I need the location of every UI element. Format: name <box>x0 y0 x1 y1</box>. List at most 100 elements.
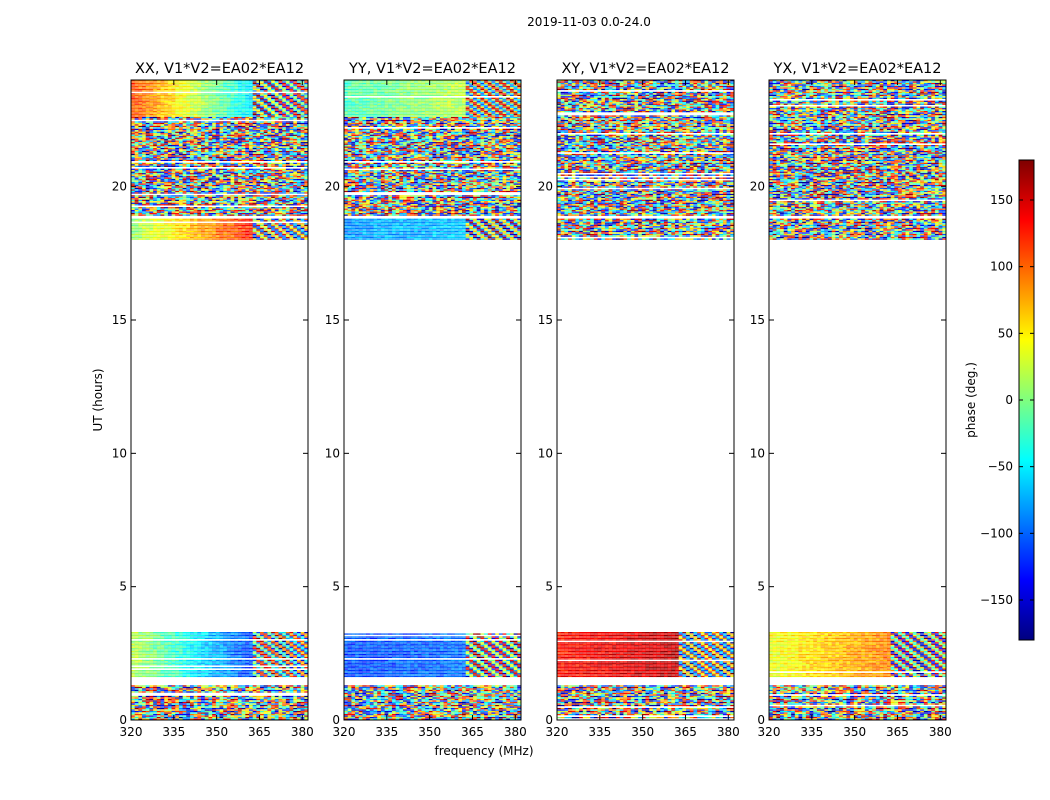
phase-cell <box>160 716 165 719</box>
phase-cell <box>267 688 272 690</box>
phase-cell <box>230 186 235 188</box>
phase-cell <box>263 158 268 160</box>
phase-cell <box>300 636 305 638</box>
phase-cell <box>278 218 283 220</box>
phase-cell <box>296 698 302 701</box>
phase-cell <box>267 159 272 162</box>
phase-cell <box>167 645 172 647</box>
phase-cell <box>234 198 239 200</box>
phase-cell <box>252 716 257 719</box>
phase-cell <box>230 171 235 173</box>
phase-cell <box>145 180 150 182</box>
phase-cell <box>171 672 176 675</box>
phase-cell <box>160 211 165 213</box>
phase-cell <box>182 230 187 233</box>
phase-cell <box>271 155 276 157</box>
phase-cell <box>190 648 195 650</box>
phase-cell <box>296 656 302 659</box>
phase-cell <box>241 189 246 191</box>
phase-cell <box>153 689 158 692</box>
phase-cell <box>249 653 254 656</box>
phase-cell <box>274 146 279 148</box>
phase-cell <box>296 165 302 167</box>
phase-cell <box>278 179 283 181</box>
phase-cell <box>230 189 235 191</box>
phase-cell <box>164 189 169 191</box>
phase-cell <box>153 189 158 191</box>
phase-cell <box>271 686 276 689</box>
phase-cell <box>300 207 305 209</box>
phase-cell <box>237 664 243 666</box>
phase-cell <box>149 642 154 644</box>
phase-cell <box>304 670 308 672</box>
phase-cell <box>223 675 228 678</box>
phase-cell <box>201 698 206 701</box>
phase-cell <box>285 656 290 659</box>
phase-cell <box>230 707 235 710</box>
phase-cell <box>131 190 136 193</box>
phase-cell <box>178 162 184 164</box>
phase-cell <box>289 659 294 661</box>
phase-cell <box>241 195 246 197</box>
phase-cell <box>167 689 172 692</box>
phase-cell <box>267 183 272 185</box>
phase-cell <box>201 636 206 638</box>
phase-cell <box>182 646 187 648</box>
phase-cell <box>138 710 143 713</box>
phase-cell <box>230 196 235 198</box>
phase-cell <box>260 220 265 222</box>
phase-cell <box>212 210 217 212</box>
phase-cell <box>182 162 187 164</box>
phase-cell <box>178 716 184 719</box>
phase-cell <box>134 698 139 701</box>
phase-cell <box>285 179 290 181</box>
phase-cell <box>237 649 243 651</box>
phase-cell <box>164 195 169 197</box>
phase-cell <box>153 688 158 690</box>
phase-cell <box>178 646 184 648</box>
phase-cell <box>204 210 209 212</box>
phase-cell <box>156 207 161 209</box>
phase-cell <box>178 165 184 167</box>
phase-cell <box>204 223 209 225</box>
phase-cell <box>271 226 276 228</box>
phase-cell <box>134 177 139 179</box>
phase-cell <box>237 214 243 216</box>
phase-cell <box>167 656 172 659</box>
phase-cell <box>201 214 206 216</box>
phase-cell <box>193 637 198 640</box>
phase-cell <box>197 637 202 640</box>
phase-cell <box>256 655 261 657</box>
phase-cell <box>178 636 184 638</box>
phase-cell <box>134 165 139 167</box>
phase-cell <box>175 164 180 166</box>
phase-cell <box>289 703 294 705</box>
phase-cell <box>175 195 180 197</box>
phase-cell <box>304 162 308 164</box>
phase-cell <box>182 171 187 173</box>
phase-cell <box>138 204 143 206</box>
phase-cell <box>142 171 147 173</box>
phase-cell <box>271 648 276 650</box>
phase-cell <box>271 187 276 190</box>
phase-cell <box>171 701 176 704</box>
phase-cell <box>175 667 180 669</box>
phase-cell <box>164 238 169 240</box>
phase-cell <box>208 649 213 651</box>
phase-cell <box>245 164 250 166</box>
phase-cell <box>271 149 276 151</box>
phase-cell <box>193 201 198 203</box>
phase-cell <box>289 148 294 150</box>
phase-cell <box>267 715 272 717</box>
phase-cell <box>134 186 139 188</box>
phase-cell <box>193 701 198 704</box>
phase-cell <box>182 218 187 220</box>
phase-cell <box>249 156 254 159</box>
phase-cell <box>167 202 172 204</box>
phase-cell <box>138 706 143 708</box>
phase-cell <box>149 675 154 678</box>
phase-cell <box>237 156 243 159</box>
phase-cell <box>142 187 147 190</box>
phase-cell <box>182 701 187 704</box>
phase-cell <box>138 634 143 637</box>
